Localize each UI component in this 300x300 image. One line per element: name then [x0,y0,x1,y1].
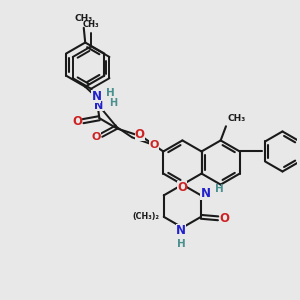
Text: O: O [72,115,82,128]
Text: CH₃: CH₃ [83,20,99,29]
Text: H: H [110,98,118,108]
Text: O: O [149,140,158,150]
Text: N: N [176,224,186,237]
Text: O: O [135,128,145,141]
Text: CH₃: CH₃ [227,114,246,123]
Text: CH₃: CH₃ [75,14,93,22]
Text: (CH₃)₂: (CH₃)₂ [132,212,159,221]
Text: O: O [92,132,101,142]
Text: H: H [177,239,185,249]
Text: H: H [106,88,115,98]
Text: N: N [92,90,101,103]
Text: N: N [200,188,210,200]
Text: H: H [215,184,224,194]
Text: N: N [94,101,104,111]
Text: O: O [220,212,230,225]
Text: O: O [177,181,188,194]
